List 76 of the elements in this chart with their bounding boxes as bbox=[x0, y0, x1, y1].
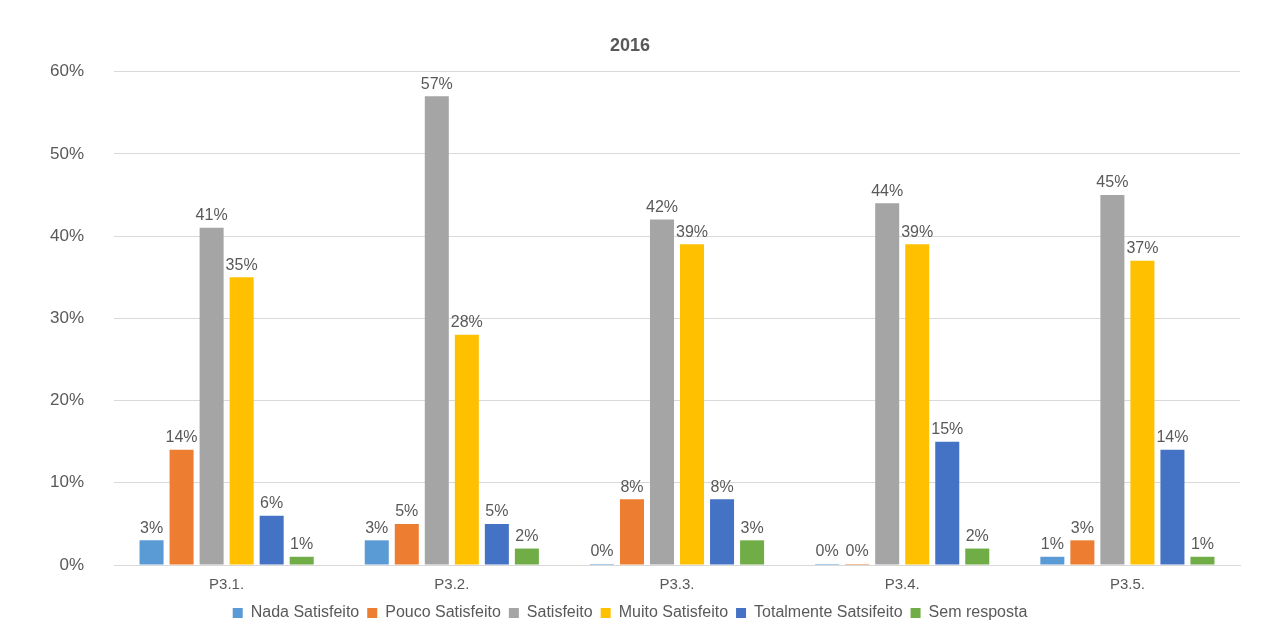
data-label: 0% bbox=[590, 542, 614, 560]
data-label: 5% bbox=[395, 502, 419, 520]
bar bbox=[935, 441, 960, 565]
x-tick-label: P3.3. bbox=[659, 575, 695, 593]
data-label: 45% bbox=[1096, 173, 1129, 191]
y-tick-label: 50% bbox=[49, 143, 85, 163]
bar bbox=[514, 548, 539, 565]
legend-label: Totalmente Satsifeito bbox=[754, 603, 903, 621]
y-tick-label: 60% bbox=[49, 61, 85, 81]
bar bbox=[740, 540, 765, 565]
data-label: 1% bbox=[290, 535, 314, 553]
y-tick-label: 30% bbox=[49, 307, 85, 327]
x-tick-label: P3.1. bbox=[209, 575, 245, 593]
data-label: 41% bbox=[195, 206, 228, 224]
y-tick-label: 20% bbox=[49, 390, 85, 410]
data-label: 2% bbox=[965, 526, 989, 544]
x-tick-label: P3.5. bbox=[1109, 575, 1145, 593]
bar bbox=[649, 219, 675, 565]
bar bbox=[424, 96, 449, 565]
bar bbox=[199, 227, 224, 565]
x-tick-label: P3.4. bbox=[884, 575, 920, 593]
legend-label: Pouco Satisfeito bbox=[385, 603, 501, 621]
legend-label: Satisfeito bbox=[526, 603, 593, 621]
data-label: 3% bbox=[365, 518, 389, 536]
bar bbox=[364, 540, 389, 565]
data-label: 1% bbox=[1190, 535, 1215, 553]
data-label: 39% bbox=[676, 222, 709, 240]
data-label: 1% bbox=[1040, 535, 1064, 553]
bar bbox=[1160, 449, 1185, 565]
bar bbox=[289, 556, 314, 565]
data-label: 44% bbox=[871, 181, 904, 199]
data-label: 14% bbox=[165, 428, 198, 446]
y-tick-label: 0% bbox=[59, 554, 85, 574]
bar bbox=[169, 449, 194, 565]
data-label: 8% bbox=[620, 477, 644, 495]
bar bbox=[1100, 194, 1125, 565]
bar bbox=[139, 540, 164, 565]
data-label: 39% bbox=[901, 222, 934, 240]
legend-label: Nada Satisfeito bbox=[250, 603, 360, 621]
data-label: 3% bbox=[1070, 518, 1094, 536]
data-label: 0% bbox=[815, 542, 839, 560]
bar bbox=[1070, 540, 1095, 565]
bar bbox=[710, 499, 735, 565]
legend-label: Sem resposta bbox=[928, 603, 1028, 621]
data-label: 2% bbox=[515, 526, 539, 544]
bar bbox=[875, 203, 900, 565]
chart-title: 2016 bbox=[609, 34, 651, 55]
x-tick-label: P3.2. bbox=[434, 575, 470, 593]
bar bbox=[680, 244, 705, 565]
bar bbox=[1190, 556, 1215, 565]
bar bbox=[259, 515, 284, 565]
data-label: 3% bbox=[139, 518, 164, 536]
data-label: 3% bbox=[740, 518, 764, 536]
data-label: 6% bbox=[260, 494, 284, 512]
data-label: 5% bbox=[485, 502, 509, 520]
bar bbox=[619, 499, 644, 565]
data-label: 42% bbox=[645, 198, 679, 216]
bar bbox=[229, 277, 254, 565]
bar bbox=[454, 334, 479, 565]
y-tick-label: 10% bbox=[49, 472, 85, 492]
bar bbox=[905, 244, 930, 565]
data-label: 8% bbox=[710, 477, 734, 495]
data-label: 15% bbox=[931, 420, 964, 438]
legend-label: Muito Satisfeito bbox=[618, 603, 729, 621]
data-label: 37% bbox=[1126, 239, 1159, 257]
bar bbox=[484, 523, 509, 565]
y-tick-label: 40% bbox=[49, 225, 85, 245]
bar bbox=[1040, 556, 1065, 565]
bar bbox=[965, 548, 990, 565]
bar bbox=[394, 523, 419, 565]
data-label: 28% bbox=[450, 313, 483, 331]
data-label: 57% bbox=[420, 74, 453, 92]
data-label: 0% bbox=[845, 542, 869, 560]
data-label: 14% bbox=[1156, 428, 1189, 446]
bar bbox=[1130, 260, 1155, 565]
data-label: 35% bbox=[225, 255, 258, 273]
